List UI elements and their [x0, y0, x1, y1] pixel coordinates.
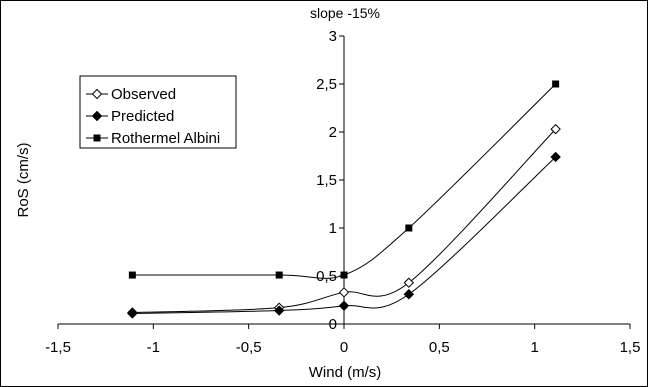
- x-tick-label: 1: [530, 339, 538, 356]
- data-point-rothermel-albini: [340, 271, 348, 279]
- y-tick-label: 0,5: [316, 268, 337, 285]
- data-point-observed: [403, 277, 415, 288]
- legend-label-predicted: Predicted: [111, 108, 174, 125]
- y-axis-title: RoS (cm/s): [15, 142, 32, 217]
- legend: Observed Predicted Rothermel Albini: [79, 75, 237, 149]
- x-tick-label: 0: [340, 339, 348, 356]
- y-tick-label: 1,5: [316, 172, 337, 189]
- legend-marker-rothermel-albini: [93, 134, 101, 142]
- data-point-observed: [550, 123, 561, 135]
- data-point-rothermel-albini: [128, 271, 136, 279]
- data-point-rothermel-albini: [405, 224, 413, 232]
- legend-label-rothermel-albini: Rothermel Albini: [111, 130, 220, 147]
- y-tick-label: 1: [329, 220, 337, 237]
- data-point-rothermel-albini: [552, 80, 560, 88]
- legend-box: [79, 75, 237, 149]
- legend-marker-predicted: [91, 110, 103, 122]
- data-point-predicted: [338, 300, 350, 311]
- x-tick-label: -0,5: [236, 339, 262, 356]
- data-point-predicted: [127, 308, 138, 319]
- x-axis-title: Wind (m/s): [309, 364, 382, 381]
- data-point-predicted: [403, 289, 415, 300]
- series-markers: [127, 80, 561, 319]
- axes: -1,5 -1 -0,5 0 0,5 1 1,5 0 0,5 1 1,5 2 2,5 3: [45, 28, 640, 356]
- y-tick-label: 2,5: [316, 76, 337, 93]
- x-tick-label: 1,5: [620, 339, 641, 356]
- data-point-observed: [338, 287, 350, 298]
- y-tick-label: 0: [329, 316, 337, 333]
- x-tick-label: -1: [147, 339, 160, 356]
- data-point-predicted: [273, 305, 285, 316]
- x-tick-label: 0,5: [429, 339, 450, 356]
- chart-title: slope -15%: [310, 5, 380, 21]
- data-point-rothermel-albini: [275, 271, 283, 279]
- y-tick-label: 2: [329, 124, 337, 141]
- data-point-predicted: [550, 151, 561, 163]
- legend-marker-observed: [91, 88, 103, 100]
- x-tick-label: -1,5: [45, 339, 71, 356]
- legend-label-observed: Observed: [111, 86, 176, 103]
- y-tick-label: 3: [329, 28, 337, 45]
